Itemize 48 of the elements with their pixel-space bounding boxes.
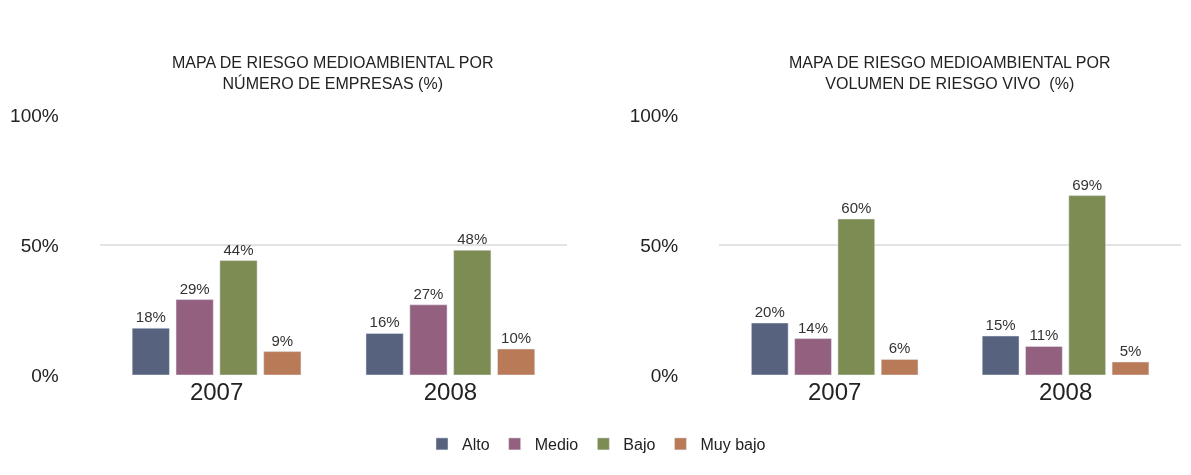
- legend-label: Muy bajo: [700, 436, 766, 454]
- data-label: 16%: [369, 313, 400, 331]
- data-label: 60%: [841, 199, 872, 216]
- bar: [981, 335, 1020, 375]
- chart-title: MAPA DE RIESGO MEDIOAMBIENTAL POR VOLUMEN DE RIESGO VIVO (%): [789, 54, 1111, 92]
- bar: [497, 348, 536, 375]
- bar: [880, 359, 919, 375]
- bar: [1025, 346, 1063, 375]
- bar: [219, 260, 258, 375]
- x-tick-label: 2008: [423, 378, 478, 405]
- legend-label: Alto: [462, 436, 490, 454]
- y-tick-label: 0%: [650, 364, 679, 386]
- x-tick-label: 2008: [1038, 378, 1093, 405]
- bar: [837, 218, 875, 375]
- x-tick-label: 2007: [189, 378, 244, 405]
- data-label: 15%: [985, 316, 1016, 333]
- data-label: 5%: [1119, 342, 1142, 359]
- bar: [1111, 361, 1150, 375]
- bar: [751, 322, 789, 375]
- data-label: 69%: [1072, 175, 1103, 193]
- data-label: 10%: [501, 329, 532, 346]
- x-tick-label: 2007: [807, 378, 862, 405]
- bar: [453, 249, 492, 375]
- bar: [794, 338, 832, 375]
- legend-label: Medio: [534, 436, 579, 454]
- data-label: 18%: [135, 308, 166, 326]
- data-label: 48%: [457, 230, 488, 248]
- y-tick-label: 50%: [20, 234, 59, 256]
- bar: [131, 327, 170, 375]
- bar: [409, 304, 448, 375]
- bar: [1068, 195, 1106, 375]
- y-tick-label: 0%: [31, 364, 59, 386]
- bar: [175, 299, 214, 375]
- y-tick-label: 50%: [640, 234, 679, 256]
- y-tick-label: 100%: [10, 104, 59, 126]
- data-label: 27%: [413, 284, 444, 302]
- data-label: 14%: [798, 318, 829, 336]
- data-label: 44%: [223, 240, 254, 258]
- y-tick-label: 100%: [629, 104, 679, 126]
- data-label: 6%: [888, 339, 911, 357]
- bar: [365, 333, 404, 375]
- data-label: 9%: [271, 331, 294, 349]
- data-label: 29%: [179, 279, 210, 297]
- data-label: 20%: [754, 303, 785, 320]
- chart-title: MAPA DE RIESGO MEDIOAMBIENTAL POR NÚMERO DE EMPRESAS (%): [172, 54, 494, 92]
- data-label: 11%: [1029, 326, 1059, 344]
- bar: [263, 351, 302, 375]
- legend-label: Bajo: [623, 436, 656, 454]
